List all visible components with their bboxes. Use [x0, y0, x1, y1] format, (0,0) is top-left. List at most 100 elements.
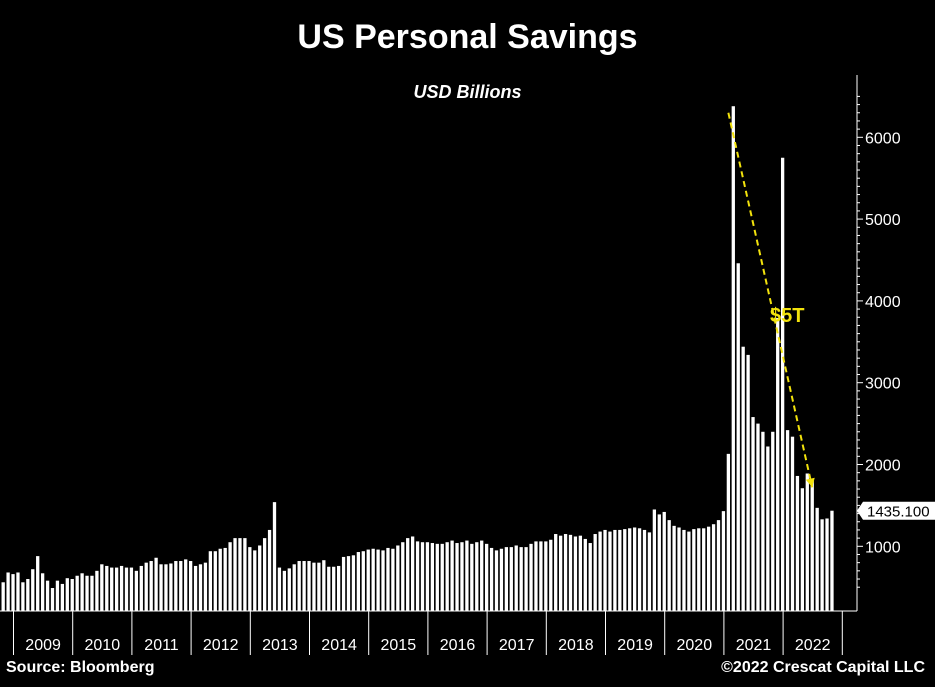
savings-bar	[90, 575, 94, 611]
savings-bar	[188, 561, 193, 611]
savings-bar	[662, 511, 666, 611]
savings-bar	[785, 430, 790, 611]
savings-bar	[129, 567, 134, 611]
savings-bar	[410, 536, 415, 611]
y-tick-label: 5000	[865, 212, 901, 229]
savings-bar	[253, 550, 257, 611]
savings-bar	[598, 531, 602, 611]
savings-bar	[741, 346, 745, 611]
savings-bar	[524, 547, 528, 611]
savings-bar	[100, 564, 104, 611]
savings-bar	[396, 545, 400, 611]
trend-arrow-line	[727, 112, 814, 488]
savings-bar	[539, 541, 543, 611]
savings-bar	[563, 534, 568, 611]
savings-bar	[105, 565, 109, 611]
savings-bar	[652, 509, 657, 611]
savings-bar	[159, 564, 163, 611]
savings-bar	[262, 538, 267, 611]
savings-bar	[716, 520, 721, 611]
savings-bar	[499, 548, 504, 611]
savings-bar	[657, 514, 661, 611]
savings-bar	[282, 570, 287, 611]
copyright-label: ©2022 Crescat Capital LLC	[721, 659, 925, 676]
savings-bar	[618, 529, 622, 611]
savings-bar	[588, 543, 592, 611]
savings-bar	[50, 588, 55, 611]
y-tick-label: 4000	[865, 294, 901, 311]
x-tick-label: 2022	[795, 637, 831, 654]
savings-bar	[751, 417, 755, 611]
savings-bar	[376, 549, 380, 611]
savings-bar	[31, 569, 35, 611]
savings-bar	[366, 549, 370, 611]
savings-bar	[465, 540, 469, 611]
savings-bar	[578, 535, 583, 611]
savings-bar	[672, 525, 676, 611]
savings-bar	[455, 543, 459, 611]
savings-bar	[568, 534, 573, 611]
savings-bar	[361, 551, 365, 611]
savings-bar	[312, 562, 316, 611]
savings-bar	[702, 528, 706, 611]
last-value-tag	[857, 501, 935, 520]
savings-bar	[608, 531, 612, 611]
savings-bar	[297, 561, 301, 611]
savings-bar	[258, 545, 262, 611]
x-tick-label: 2021	[736, 637, 772, 654]
last-value-label: 1435.100	[867, 504, 930, 521]
savings-bar	[179, 561, 183, 611]
savings-bar	[317, 562, 321, 611]
y-tick-label: 2000	[865, 458, 901, 475]
savings-bar	[776, 318, 780, 611]
savings-bar	[756, 423, 760, 611]
savings-bar	[706, 526, 711, 611]
savings-bar	[554, 534, 558, 611]
savings-bar	[647, 532, 652, 611]
savings-bar	[6, 572, 10, 611]
x-tick-label: 2016	[440, 637, 476, 654]
savings-bar	[134, 570, 139, 611]
savings-bar	[815, 507, 819, 611]
savings-bar	[95, 570, 99, 611]
x-tick-label: 2018	[558, 637, 594, 654]
savings-bar	[435, 543, 439, 611]
savings-bar	[351, 555, 356, 611]
savings-bar	[470, 543, 474, 611]
savings-bar	[203, 562, 208, 611]
savings-bar	[208, 551, 213, 611]
savings-bar	[16, 572, 20, 611]
savings-bar	[736, 263, 740, 611]
savings-bar	[85, 575, 89, 611]
savings-bar	[341, 556, 346, 611]
savings-bar	[687, 531, 691, 611]
savings-bar	[440, 543, 444, 611]
savings-bar	[425, 542, 430, 611]
savings-bar	[144, 562, 148, 611]
savings-bar	[26, 579, 30, 611]
savings-bar	[445, 542, 449, 611]
savings-bar	[573, 536, 578, 611]
savings-bar	[124, 567, 129, 611]
savings-bar	[55, 580, 60, 611]
savings-bar	[460, 542, 464, 611]
savings-bar	[800, 488, 805, 611]
savings-bar	[593, 534, 597, 611]
x-tick-label: 2012	[203, 637, 239, 654]
x-tick-label: 2011	[144, 637, 179, 654]
savings-bar	[534, 541, 538, 611]
savings-bar	[549, 539, 553, 611]
savings-bar	[139, 565, 143, 611]
savings-bar	[45, 580, 50, 611]
savings-bar	[805, 473, 809, 611]
savings-bar	[731, 106, 735, 611]
savings-bar	[75, 575, 79, 611]
savings-bar	[169, 563, 173, 611]
savings-bar	[193, 565, 198, 611]
savings-bar	[475, 542, 479, 611]
savings-bar	[356, 552, 361, 611]
savings-bar	[386, 547, 390, 611]
savings-bar	[544, 541, 548, 611]
x-tick-label: 2020	[677, 637, 713, 654]
